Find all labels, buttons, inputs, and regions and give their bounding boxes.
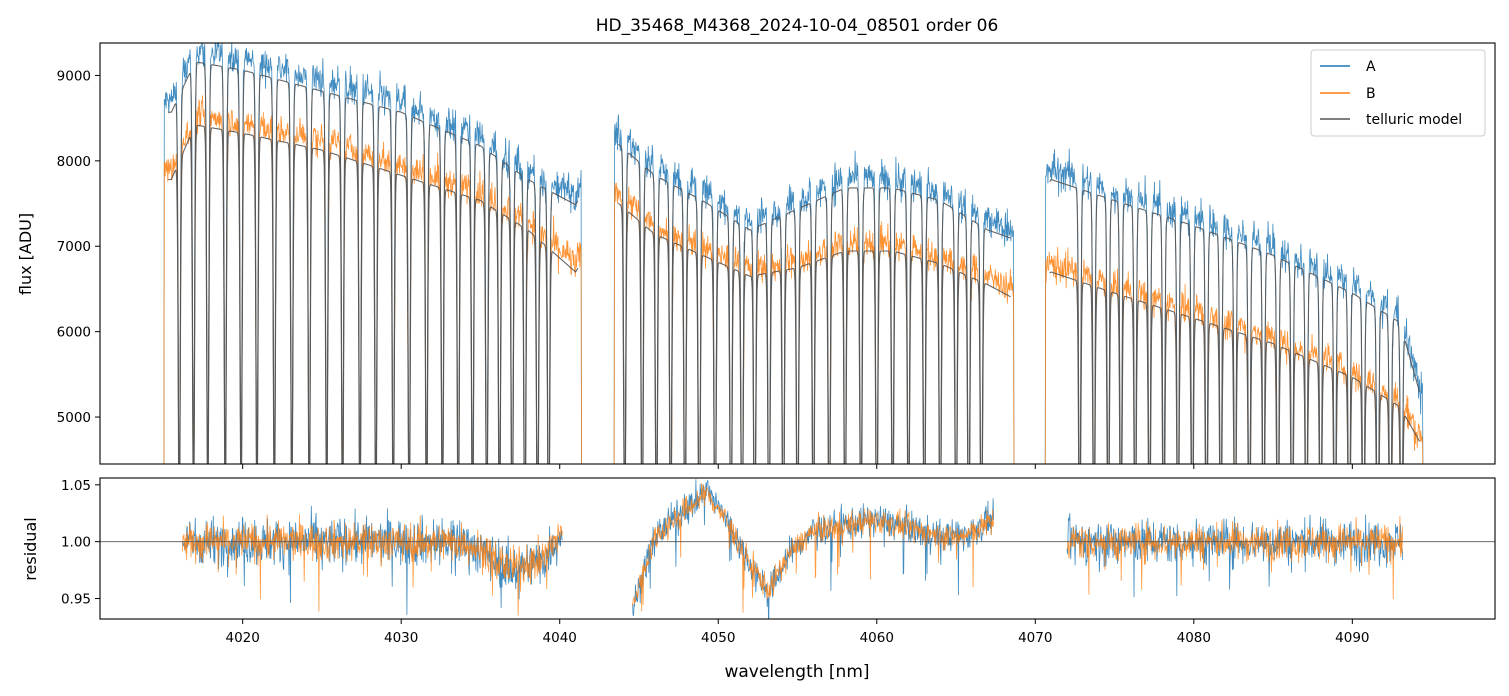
- legend-box: [1310, 49, 1486, 137]
- top-panel: HD_35468_M4368_2024-10-04_08501 order 06…: [16, 16, 1496, 469]
- telluric-model-b-segment-3: [1049, 271, 1420, 464]
- top-axes-frame: [99, 42, 1496, 465]
- residual-a-segment-1: [182, 505, 563, 615]
- bottom-x-tick-label: 4080: [1177, 630, 1211, 646]
- telluric-model-b-segment-2: [618, 202, 1011, 464]
- top-y-tick-label: 6000: [57, 325, 91, 341]
- top-y-axis-label: flux [ADU]: [16, 213, 35, 295]
- bottom-x-tick-label: 4090: [1335, 630, 1369, 646]
- telluric-model-b-segment-1: [168, 124, 579, 464]
- bottom-panel: 0.95 1.00 1.05 4020 4030 4040 4050 4060 4070 4080…: [21, 477, 1496, 682]
- bottom-plot-area: [100, 479, 1495, 619]
- top-plot-area: [163, 43, 1424, 464]
- series-b-segment-3: [1044, 246, 1424, 464]
- chart-title: HD_35468_M4368_2024-10-04_08501 order 06: [596, 16, 999, 36]
- bottom-x-tick-label: 4050: [701, 630, 735, 646]
- top-axis-ticks: 5000 6000 7000 8000 9000: [57, 68, 1353, 469]
- residual-a-segment-2: [632, 479, 994, 619]
- bottom-y-axis-label: residual: [21, 517, 40, 580]
- residual-b-segment-1: [182, 514, 563, 616]
- top-y-tick-label: 8000: [57, 154, 91, 170]
- bottom-axes-frame: [99, 477, 1496, 620]
- bottom-y-tick-label: 1.00: [61, 535, 91, 551]
- residual-b-segment-2: [632, 482, 994, 613]
- bottom-x-tick-label: 4020: [225, 630, 259, 646]
- series-b-segment-2: [613, 182, 1015, 464]
- bottom-x-tick-label: 4060: [860, 630, 894, 646]
- bottom-x-tick-label: 4030: [384, 630, 418, 646]
- legend-label-b: B: [1366, 86, 1376, 102]
- bottom-x-tick-label: 4070: [1018, 630, 1052, 646]
- top-y-tick-label: 9000: [57, 68, 91, 84]
- residual-b-segment-3: [1066, 516, 1404, 600]
- bottom-y-tick-label: 0.95: [61, 592, 91, 608]
- bottom-x-tick-label: 4040: [543, 630, 577, 646]
- top-y-tick-label: 7000: [57, 239, 91, 255]
- bottom-axis-ticks: 0.95 1.00 1.05 4020 4030 4040 4050 4060 4070 4080…: [61, 478, 1370, 646]
- legend-label-a: A: [1366, 59, 1376, 75]
- telluric-model-a-segment-3: [1049, 178, 1421, 464]
- legend: A B telluric model: [1310, 49, 1486, 137]
- top-y-tick-label: 5000: [57, 410, 91, 426]
- legend-label-telluric: telluric model: [1366, 112, 1462, 128]
- telluric-model-a-segment-1: [168, 61, 579, 464]
- x-axis-label: wavelength [nm]: [724, 662, 869, 682]
- bottom-y-tick-label: 1.05: [61, 478, 91, 494]
- series-a-segment-1: [163, 43, 582, 464]
